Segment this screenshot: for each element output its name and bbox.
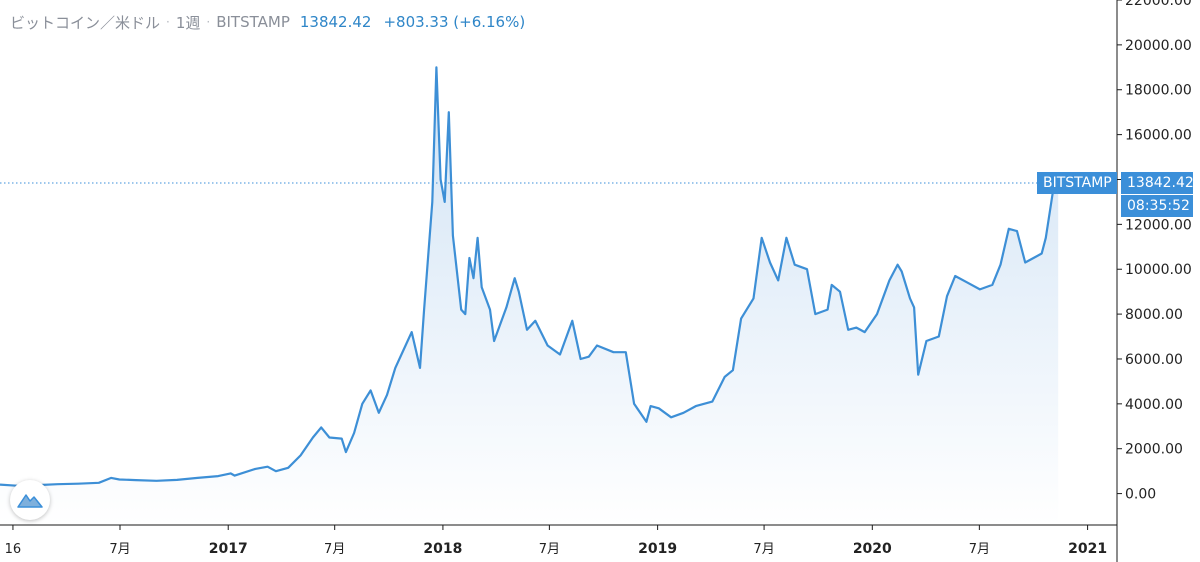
y-axis[interactable]: 0.00 2000.00 4000.00 6000.00 8000.00 10000.00… [1116, 0, 1192, 562]
y-tick-label: 10000.00 [1125, 262, 1192, 278]
x-axis[interactable]: 16 7月 2017 7月 2018 7月 2019 7月 2020 7月 2021 [0, 524, 1117, 557]
legend-separator: · [166, 15, 170, 29]
x-tick-label: 7月 [324, 542, 345, 557]
price-change: +803.33 (+6.16%) [383, 13, 526, 31]
exchange-label: BITSTAMP [216, 13, 290, 31]
last-price: 13842.42 [299, 13, 372, 31]
tradingview-logo-button[interactable] [10, 480, 50, 520]
y-tick-label: 6000.00 [1125, 352, 1183, 368]
price-line[interactable] [0, 66, 1059, 487]
y-tick-label: 22000.00 [1125, 0, 1192, 9]
interval-label[interactable]: 1週 [175, 13, 201, 32]
plot-area[interactable] [0, 66, 1059, 526]
y-tick-label: 2000.00 [1125, 442, 1183, 458]
x-tick-label: 7月 [969, 542, 990, 557]
y-tick-label: 18000.00 [1125, 83, 1192, 99]
y-tick-label: 16000.00 [1125, 128, 1192, 144]
x-tick-label: 2017 [209, 541, 248, 557]
x-tick-label: 16 [5, 542, 22, 557]
exchange-price-label: BITSTAMP [1037, 172, 1117, 194]
x-tick-label: 2018 [423, 541, 462, 557]
x-tick-label: 2021 [1068, 541, 1107, 557]
x-tick-label: 7月 [109, 542, 130, 557]
y-tick-label: 20000.00 [1125, 38, 1192, 54]
y-tick-label: 4000.00 [1125, 397, 1183, 413]
countdown-tag: 08:35:52 [1121, 195, 1193, 217]
symbol-legend: ビットコイン／米ドル · 1週 · BITSTAMP 13842.42 +803… [10, 10, 525, 34]
legend-separator: · [206, 15, 211, 29]
x-tick-label: 7月 [539, 542, 560, 557]
price-area-fill [0, 67, 1059, 526]
y-tick-label: 8000.00 [1125, 307, 1183, 323]
y-tick-label: 0.00 [1125, 487, 1156, 503]
last-price-tag: 13842.42 [1121, 172, 1194, 194]
y-tick-label: 12000.00 [1125, 217, 1192, 233]
x-tick-label: 2020 [853, 541, 892, 557]
x-tick-label: 7月 [753, 542, 774, 557]
tradingview-logo-icon [17, 494, 43, 508]
symbol-name[interactable]: ビットコイン／米ドル [10, 13, 161, 32]
x-tick-label: 2019 [638, 541, 677, 557]
